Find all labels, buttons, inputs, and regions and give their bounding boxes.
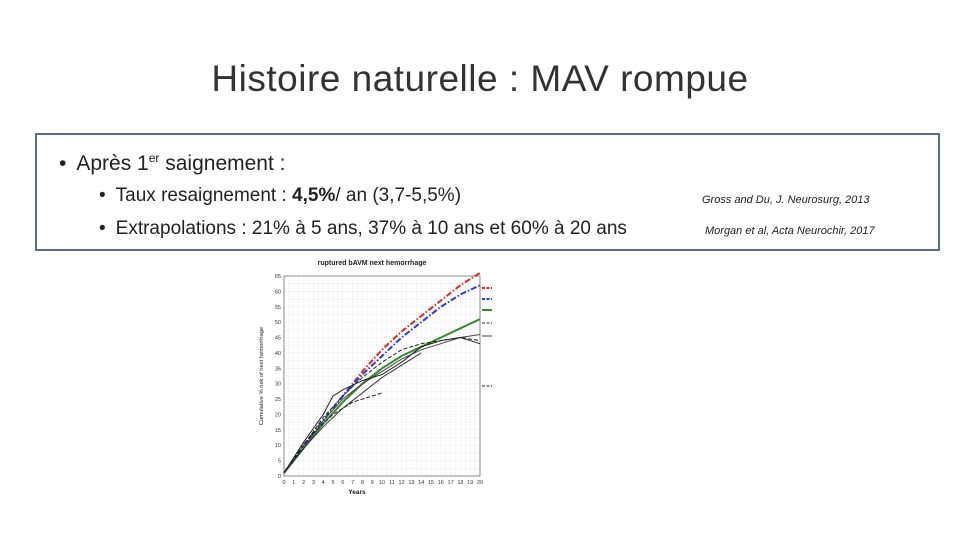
x-tick-label: 17 <box>448 480 454 486</box>
x-tick-label: 11 <box>389 480 395 486</box>
sub-bullet-rebleed-rate: • Taux resaignement : 4,5%/ an (3,7-5,5%) <box>99 185 461 207</box>
bullet-after-first-bleed: • Après 1er saignement : <box>59 151 285 176</box>
sub1-suffix: / an (3,7-5,5%) <box>335 185 462 206</box>
reference-morgan: Morgan et al, Acta Neurochir, 2017 <box>705 225 875 237</box>
y-tick-label: 15 <box>275 428 281 434</box>
series-line-2 <box>283 318 481 474</box>
slide-title: Histoire naturelle : MAV rompue <box>211 58 749 99</box>
x-tick-label: 2 <box>302 480 305 486</box>
x-tick-label: 16 <box>438 480 444 486</box>
x-tick-label: 12 <box>399 480 405 486</box>
sub1-prefix: Taux resaignement : <box>115 185 293 206</box>
x-tick-label: 8 <box>361 480 364 486</box>
bullet-dot-icon: • <box>99 218 106 239</box>
x-axis-label: Years <box>348 489 366 496</box>
reference-gross: Gross and Du, J. Neurosurg, 2013 <box>702 194 870 206</box>
x-tick-label: 4 <box>322 480 325 486</box>
x-tick-label: 0 <box>282 480 285 486</box>
y-axis-label: Cumulative % risk of next hemorrhage <box>259 327 265 425</box>
x-tick-label: 14 <box>418 480 424 486</box>
y-tick-label: 45 <box>275 336 281 342</box>
sub1-bold: 4,5% <box>292 185 336 206</box>
x-tick-label: 18 <box>457 480 463 486</box>
bullet1-suffix: saignement : <box>159 152 286 175</box>
x-tick-label: 13 <box>408 480 414 486</box>
y-tick-label: 10 <box>275 443 281 449</box>
y-tick-label: 65 <box>275 274 281 280</box>
y-tick-label: 20 <box>275 412 281 418</box>
chart-title: ruptured bAVM next hemorrhage <box>318 260 427 267</box>
x-tick-label: 3 <box>312 480 315 486</box>
x-tick-label: 7 <box>351 480 354 486</box>
y-tick-label: 0 <box>278 474 281 480</box>
series-line-1 <box>283 284 481 474</box>
bullet1-prefix: Après 1 <box>76 152 149 175</box>
x-tick-label: 1 <box>292 480 295 486</box>
series-line-5 <box>283 392 383 474</box>
y-tick-label: 40 <box>275 351 281 357</box>
x-tick-label: 10 <box>379 480 385 486</box>
y-tick-label: 5 <box>278 459 281 465</box>
bullet1-sup: er <box>148 151 160 165</box>
series-line-7 <box>283 352 422 474</box>
x-tick-label: 15 <box>428 480 434 486</box>
sub-bullet-extrapolations: • Extrapolations : 21% à 5 ans, 37% à 10 … <box>99 218 627 240</box>
y-tick-label: 35 <box>275 366 281 372</box>
x-tick-label: 20 <box>477 480 483 486</box>
series-line-6 <box>283 336 481 474</box>
x-tick-label: 19 <box>467 480 473 486</box>
sub2-text: Extrapolations : 21% à 5 ans, 37% à 10 a… <box>115 218 627 239</box>
x-tick-label: 9 <box>371 480 374 486</box>
x-tick-label: 6 <box>341 480 344 486</box>
y-tick-label: 30 <box>275 382 281 388</box>
x-tick-label: 5 <box>331 480 334 486</box>
y-tick-label: 50 <box>275 320 281 326</box>
bullet-dot-icon: • <box>59 152 67 175</box>
y-tick-label: 25 <box>275 397 281 403</box>
content-box: • Après 1er saignement : • Taux resaigneme… <box>35 133 940 251</box>
y-tick-label: 55 <box>275 305 281 311</box>
bullet-dot-icon: • <box>99 185 106 206</box>
y-tick-label: 60 <box>275 289 281 295</box>
